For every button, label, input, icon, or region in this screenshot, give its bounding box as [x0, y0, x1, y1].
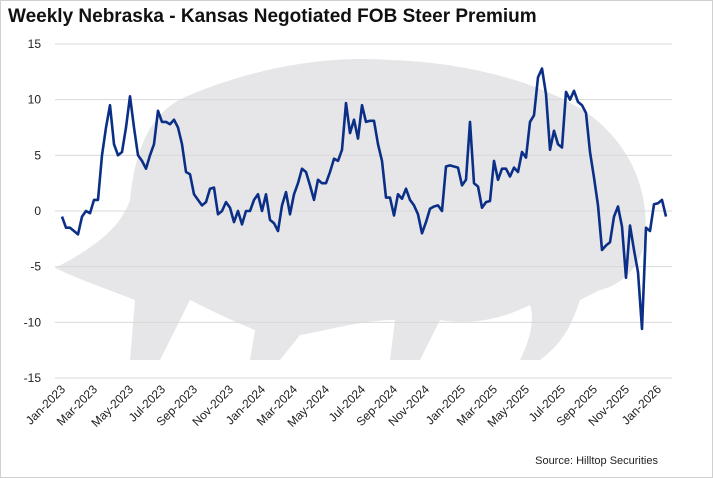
y-tick-label: -15 [24, 371, 42, 385]
y-tick-label: 15 [28, 37, 42, 51]
y-tick-label: -10 [24, 315, 42, 329]
y-tick-label: 0 [34, 204, 41, 218]
source-note: Source: Hilltop Securities [535, 455, 658, 467]
y-tick-label: 5 [34, 148, 41, 162]
data-line [60, 67, 668, 331]
chart-title: Weekly Nebraska - Kansas Negotiated FOB … [8, 6, 537, 27]
bison-watermark [55, 59, 646, 360]
y-tick-label: -5 [30, 260, 41, 274]
y-tick-label: 10 [28, 93, 42, 107]
